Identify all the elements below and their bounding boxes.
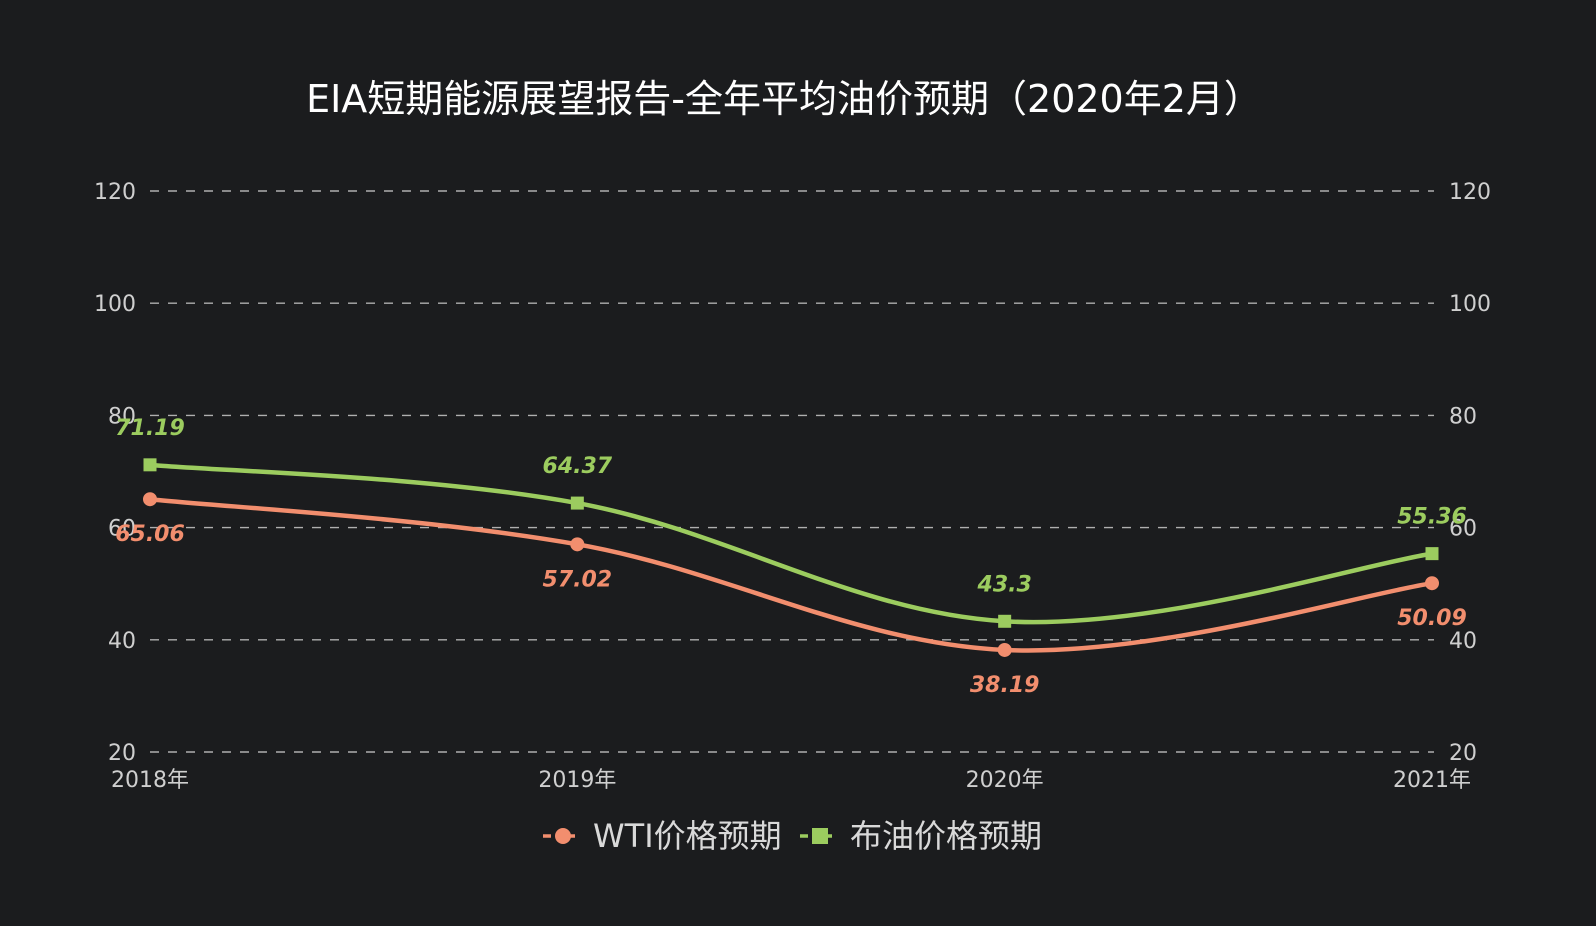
data-label-wti: 38.19 bbox=[970, 673, 1040, 698]
x-tick-label: 2018年 bbox=[111, 768, 189, 793]
series-line-brent bbox=[147, 462, 1435, 625]
y-tick-label-left: 100 bbox=[94, 292, 136, 317]
data-point-brent bbox=[998, 614, 1012, 628]
x-tick-label: 2021年 bbox=[1393, 768, 1471, 793]
y-tick-label-right: 100 bbox=[1449, 292, 1491, 317]
data-point-brent bbox=[570, 496, 584, 510]
y-tick-label-left: 20 bbox=[108, 741, 136, 766]
y-tick-label-left: 60 bbox=[108, 517, 136, 542]
chart-title: EIA短期能源展望报告-全年平均油价预期（2020年2月） bbox=[306, 77, 1262, 121]
y-tick-label-right: 20 bbox=[1449, 741, 1477, 766]
data-point-wti bbox=[570, 537, 585, 552]
data-label-brent: 64.37 bbox=[543, 454, 613, 479]
series-layer bbox=[143, 458, 1439, 657]
data-label-brent: 43.3 bbox=[977, 572, 1032, 597]
y-axis-left: 20 40 60 80 100 120 bbox=[94, 180, 136, 766]
data-point-wti bbox=[1425, 576, 1439, 591]
y-axis-right: 20 40 60 80 100 120 bbox=[1449, 180, 1491, 766]
data-point-brent bbox=[1425, 547, 1439, 561]
y-tick-label-left: 40 bbox=[108, 629, 136, 654]
y-tick-label-right: 40 bbox=[1449, 629, 1477, 654]
data-labels: 71.19 64.37 43.3 55.36 65.06 57.02 38.19 50.09 bbox=[115, 416, 1467, 698]
data-label-wti: 57.02 bbox=[543, 567, 613, 592]
data-label-wti: 65.06 bbox=[115, 522, 185, 547]
series-line-wti bbox=[147, 496, 1435, 653]
data-point-brent bbox=[143, 458, 157, 472]
gridlines bbox=[150, 190, 1434, 753]
data-label-brent: 55.36 bbox=[1397, 505, 1467, 530]
y-tick-label-right: 80 bbox=[1449, 404, 1477, 429]
y-tick-label-left: 80 bbox=[108, 404, 136, 429]
data-point-wti bbox=[997, 642, 1012, 657]
x-tick-label: 2019年 bbox=[538, 768, 616, 793]
data-label-wti: 50.09 bbox=[1397, 606, 1467, 631]
legend: WTI价格预期 布油价格预期 bbox=[543, 817, 1042, 855]
data-point-wti bbox=[143, 492, 157, 507]
x-tick-label: 2020年 bbox=[966, 768, 1044, 793]
y-tick-label-right: 120 bbox=[1449, 180, 1491, 205]
x-axis: 2018年 2019年 2020年 2021年 bbox=[111, 768, 1471, 793]
legend-marker-brent bbox=[812, 828, 828, 844]
legend-label-wti: WTI价格预期 bbox=[593, 817, 782, 855]
data-label-brent: 71.19 bbox=[115, 416, 185, 441]
y-tick-label-left: 120 bbox=[94, 180, 136, 205]
y-tick-label-right: 60 bbox=[1449, 517, 1477, 542]
legend-label-brent: 布油价格预期 bbox=[850, 817, 1042, 855]
legend-marker-wti bbox=[555, 828, 571, 844]
